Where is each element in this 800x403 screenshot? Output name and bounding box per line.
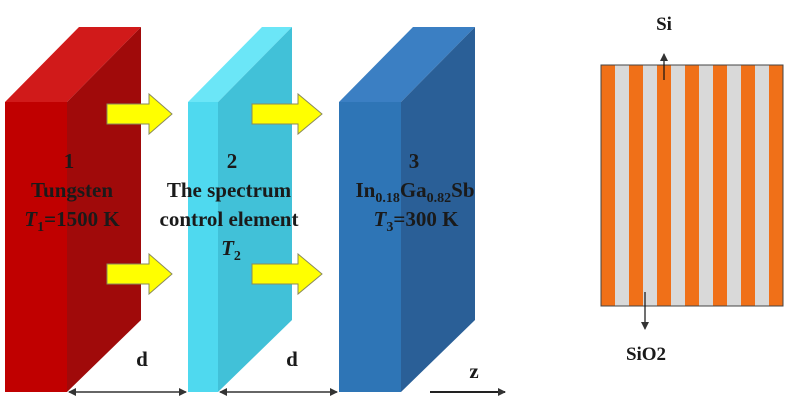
sio2-label: SiO2 (626, 344, 666, 365)
arrow-upper-2-icon (251, 92, 323, 136)
sio2-stripe (657, 65, 672, 306)
sio2-stripe (769, 65, 784, 306)
detector-block (339, 27, 475, 392)
block-1-number: 1 (64, 149, 75, 173)
sio2-stripe (741, 65, 756, 306)
control-element-label: 2 The spectrum control element T2 (160, 149, 299, 264)
detector-label: 3 In0.18Ga0.82Sb T3=300 K (355, 149, 474, 235)
tungsten-top-face (5, 27, 141, 102)
block-3-temperature: T3=300 K (374, 207, 460, 235)
block-2-line2: control element (160, 207, 299, 231)
grating-outline (600, 64, 784, 307)
arrow-lower-2-icon (251, 252, 323, 296)
gap-1-label: d (136, 347, 148, 371)
si-stripe (727, 65, 742, 306)
tungsten-label: 1 Tungsten T1=1500 K (24, 149, 120, 235)
gap-dimension-1: d (68, 347, 187, 396)
block-1-name: Tungsten (31, 178, 113, 202)
si-stripe (615, 65, 630, 306)
sio2-stripe (601, 65, 616, 306)
block-3-formula: In0.18Ga0.82Sb (355, 178, 474, 206)
grating-cross-section: Si SiO2 (600, 14, 784, 365)
block-2-number: 2 (227, 149, 238, 173)
detector-top-face (339, 27, 475, 102)
control-top-face (188, 27, 292, 102)
z-axis: z (430, 359, 506, 396)
block-2-line1: The spectrum (167, 178, 292, 202)
sio2-stripe (685, 65, 700, 306)
radiation-arrows (106, 92, 323, 296)
si-stripe (755, 65, 770, 306)
z-axis-label: z (469, 359, 478, 383)
gap-2-label: d (286, 347, 298, 371)
block-1-temperature: T1=1500 K (24, 207, 120, 235)
arrow-upper-1-icon (106, 92, 173, 136)
block-3-number: 3 (409, 149, 420, 173)
grating-stripes (601, 65, 784, 306)
sio2-stripe (629, 65, 644, 306)
gap-dimension-2: d (219, 347, 338, 396)
si-stripe (671, 65, 686, 306)
control-front-face (188, 102, 218, 392)
si-stripe (699, 65, 714, 306)
tungsten-front-face (5, 102, 67, 392)
si-stripe (643, 65, 658, 306)
detector-front-face (339, 102, 401, 392)
detector-side-face (401, 27, 475, 392)
sio2-stripe (713, 65, 728, 306)
block-2-temperature: T2 (221, 236, 241, 264)
arrow-lower-1-icon (106, 252, 173, 296)
si-label: Si (656, 14, 672, 35)
